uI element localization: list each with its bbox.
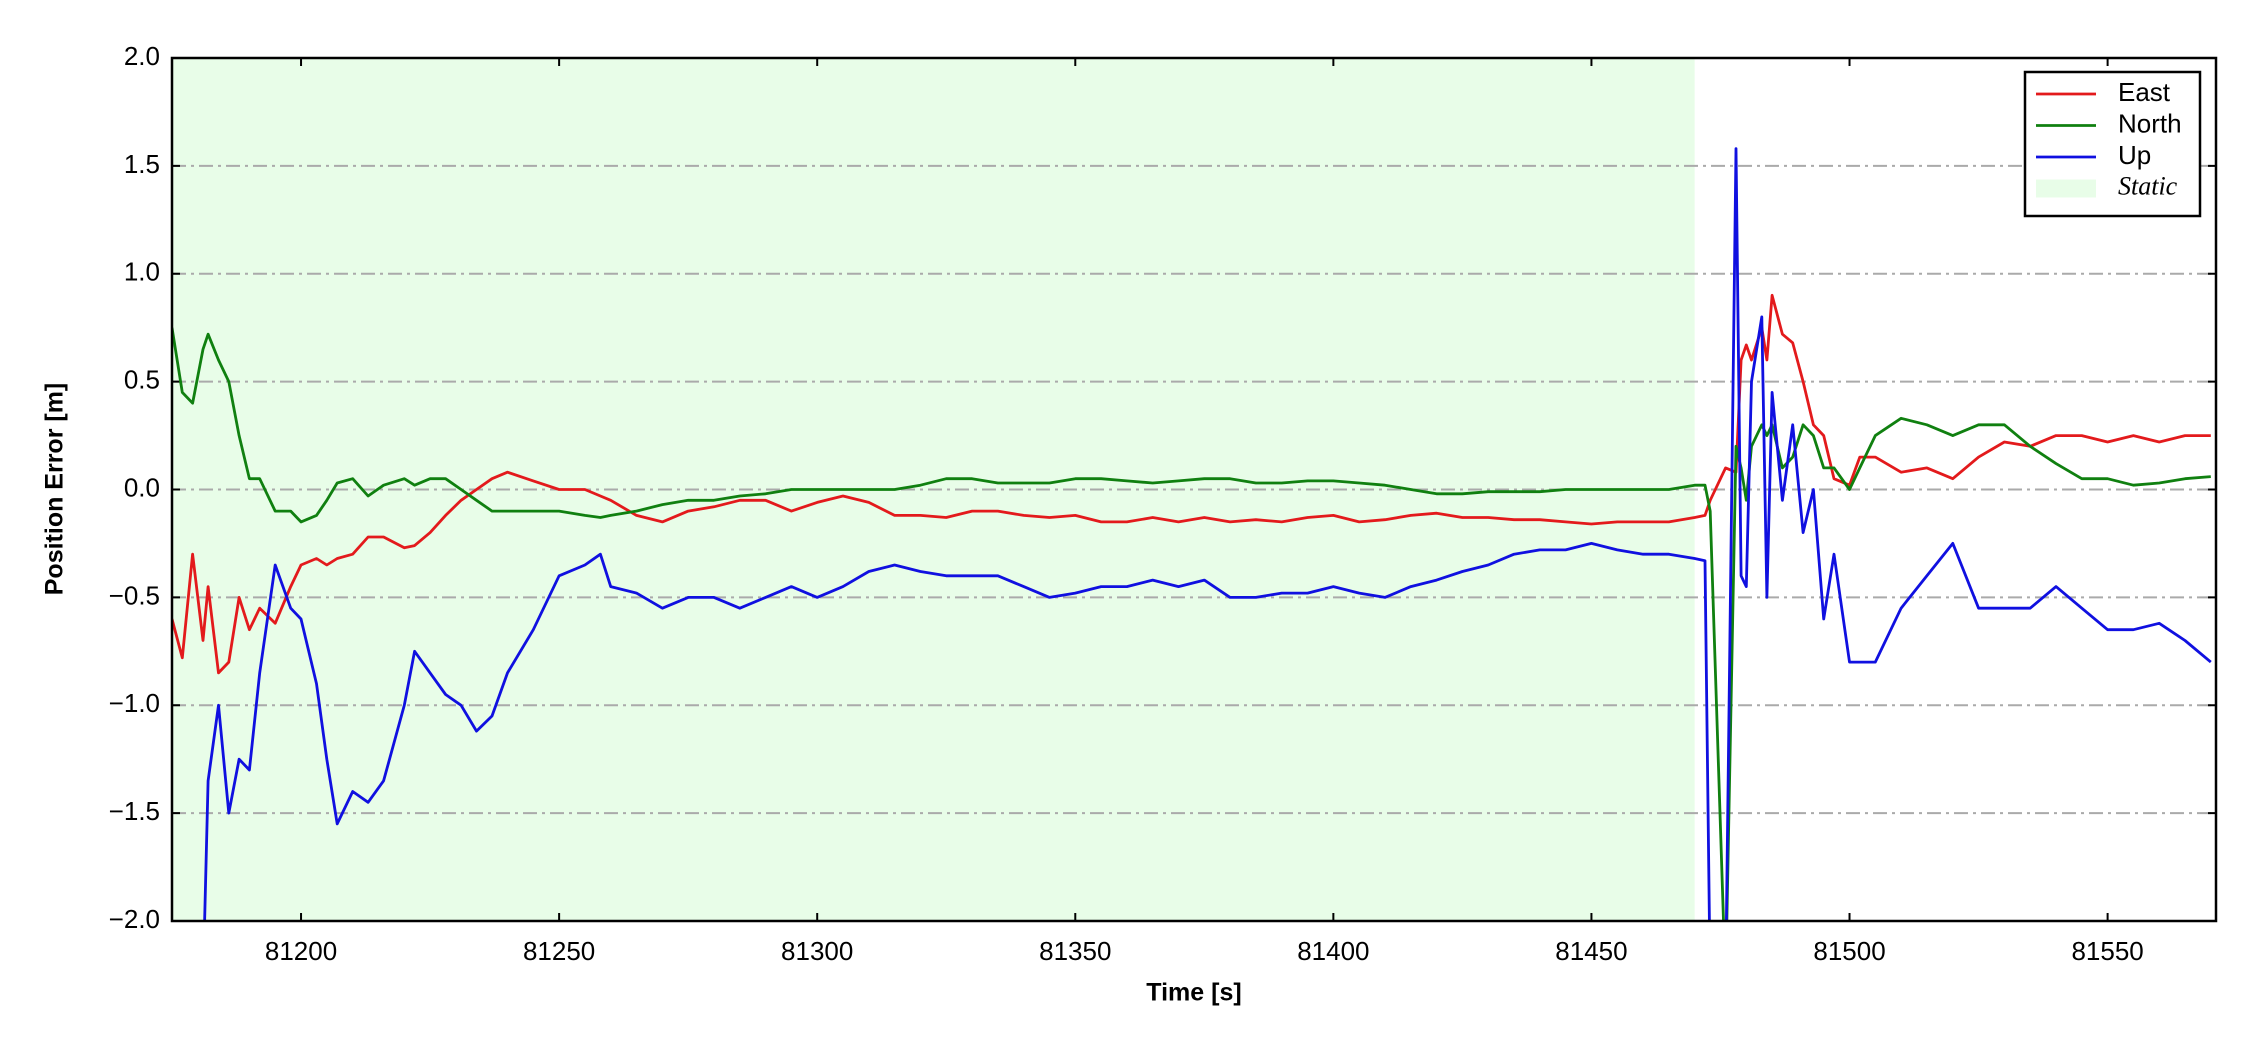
y-tick-label: −1.5 bbox=[109, 796, 160, 826]
y-tick-label: −1.0 bbox=[109, 688, 160, 718]
x-tick-label: 81500 bbox=[1813, 936, 1885, 966]
x-tick-label: 81550 bbox=[2071, 936, 2143, 966]
x-tick-label: 81450 bbox=[1555, 936, 1627, 966]
y-tick-label: 1.5 bbox=[124, 149, 160, 179]
legend-swatch bbox=[2036, 179, 2096, 198]
x-tick-label: 81400 bbox=[1297, 936, 1369, 966]
legend-label: North bbox=[2118, 108, 2182, 138]
plot-frame bbox=[170, 56, 2218, 923]
y-tick-label: 1.0 bbox=[124, 257, 160, 287]
y-tick-label: 2.0 bbox=[124, 41, 160, 71]
x-tick-label: 81300 bbox=[781, 936, 853, 966]
legend-label: Static bbox=[2118, 171, 2178, 200]
series-line bbox=[203, 147, 2212, 921]
x-tick-label: 81200 bbox=[265, 936, 337, 966]
legend-label: Up bbox=[2118, 140, 2151, 170]
legend-label: East bbox=[2118, 77, 2171, 107]
x-tick-label: 81350 bbox=[1039, 936, 1111, 966]
y-tick-label: −2.0 bbox=[109, 904, 160, 934]
series-line bbox=[172, 293, 2211, 675]
plot-lines bbox=[172, 147, 2212, 921]
y-tick-label: −0.5 bbox=[109, 580, 160, 610]
y-tick-label: 0.0 bbox=[124, 472, 160, 502]
series-line bbox=[172, 327, 2211, 921]
y-axis-label: Position Error [m] bbox=[41, 383, 69, 596]
x-axis-label: Time [s] bbox=[1146, 979, 1241, 1007]
x-tick-label: 81250 bbox=[523, 936, 595, 966]
y-tick-label: 0.5 bbox=[124, 365, 160, 395]
